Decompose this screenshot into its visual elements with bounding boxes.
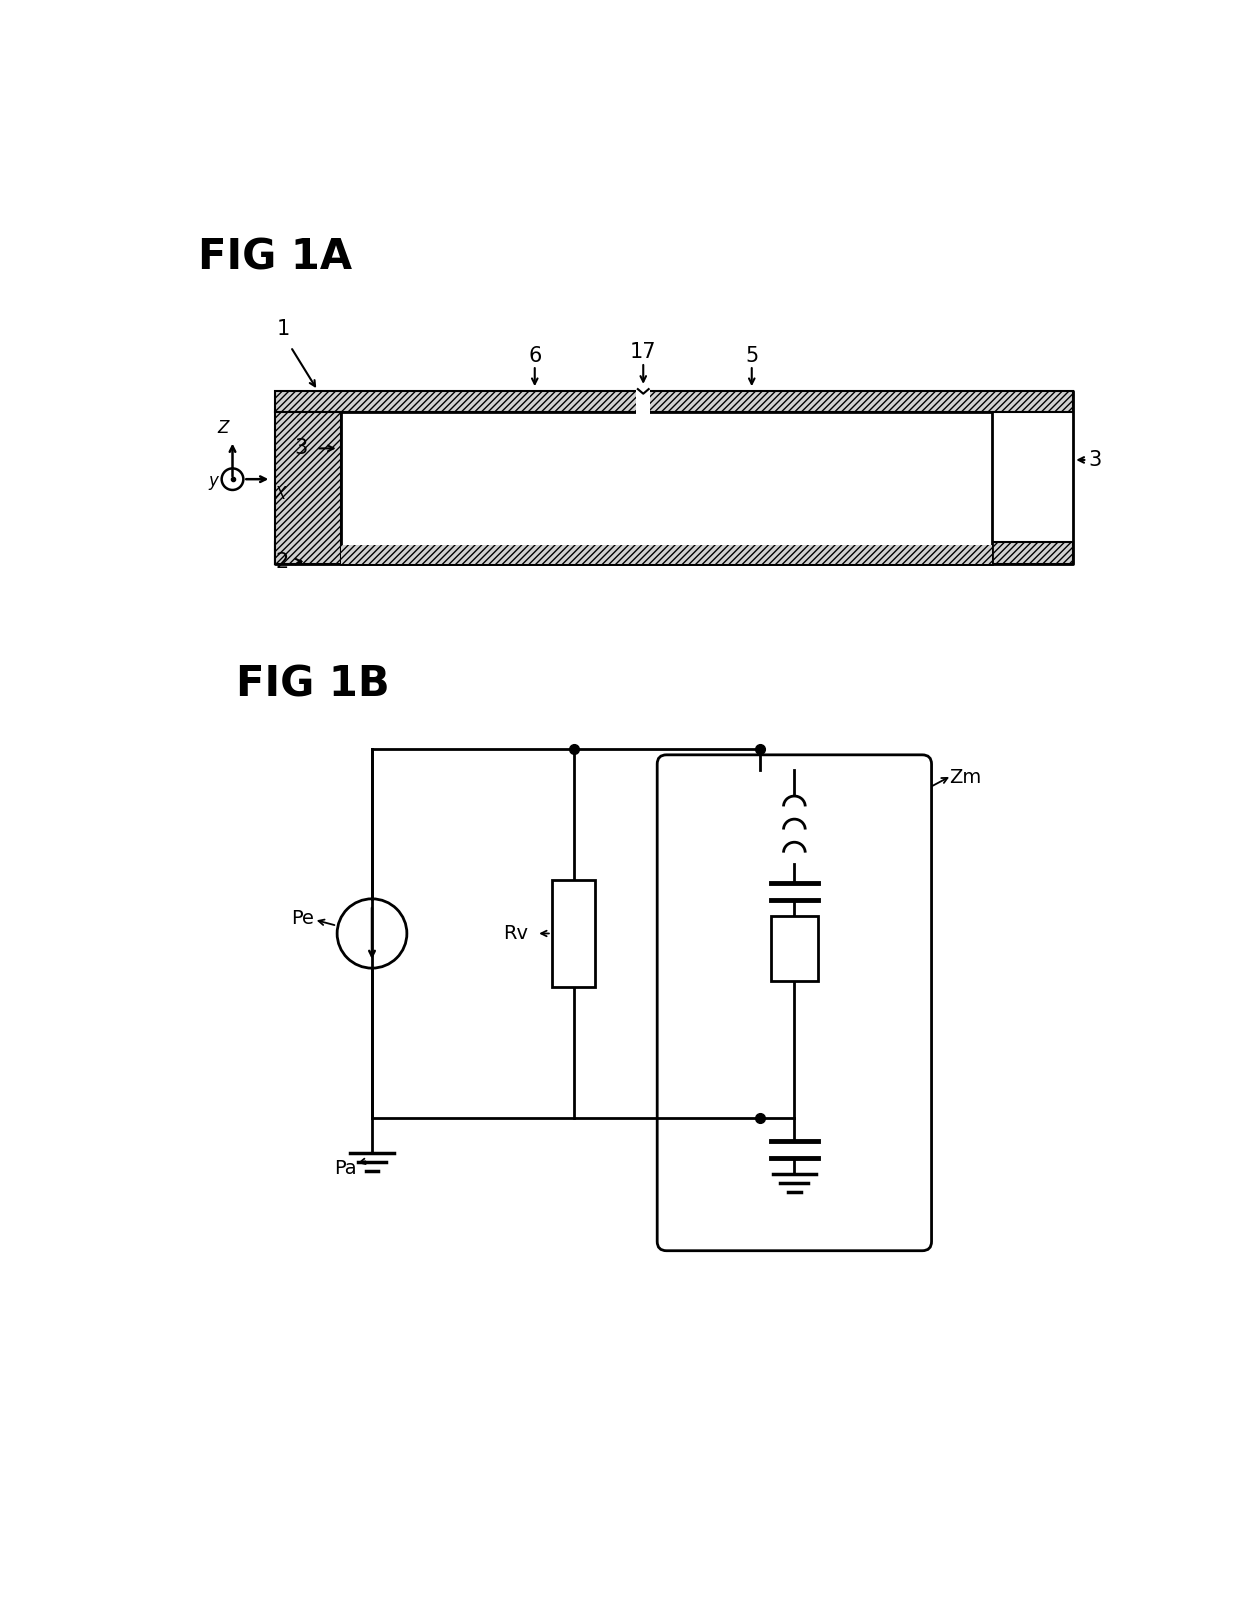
Text: 3: 3 [294, 439, 308, 458]
Text: Rs: Rs [821, 939, 846, 958]
Text: 1: 1 [277, 319, 289, 338]
Text: 2: 2 [275, 552, 288, 573]
Bar [341, 544, 992, 563]
Text: 17: 17 [630, 342, 656, 363]
Text: Pa: Pa [334, 1159, 357, 1179]
Text: FIG 1A: FIG 1A [197, 236, 352, 278]
Text: Cv: Cv [821, 1140, 847, 1159]
Text: Zm: Zm [950, 767, 982, 787]
Text: 5: 5 [745, 346, 759, 366]
Text: 4: 4 [937, 500, 951, 520]
Text: Pe: Pe [291, 908, 314, 928]
Text: Lm: Lm [817, 821, 847, 839]
Bar [275, 542, 1074, 563]
Text: 6: 6 [528, 346, 542, 366]
Bar [636, 389, 650, 414]
Text: X: X [275, 486, 286, 504]
Bar [275, 413, 341, 563]
Text: Pa: Pa [756, 1177, 779, 1196]
Text: Cm: Cm [817, 882, 851, 902]
Bar [341, 413, 992, 563]
Text: Rv: Rv [503, 924, 528, 942]
Text: Z: Z [217, 419, 228, 437]
Text: FIG 1B: FIG 1B [237, 664, 391, 706]
Bar [771, 916, 817, 981]
FancyBboxPatch shape [657, 754, 931, 1251]
Bar [552, 879, 595, 988]
Bar [275, 390, 1074, 413]
Text: y: y [208, 471, 218, 489]
Text: 3: 3 [1089, 450, 1102, 470]
